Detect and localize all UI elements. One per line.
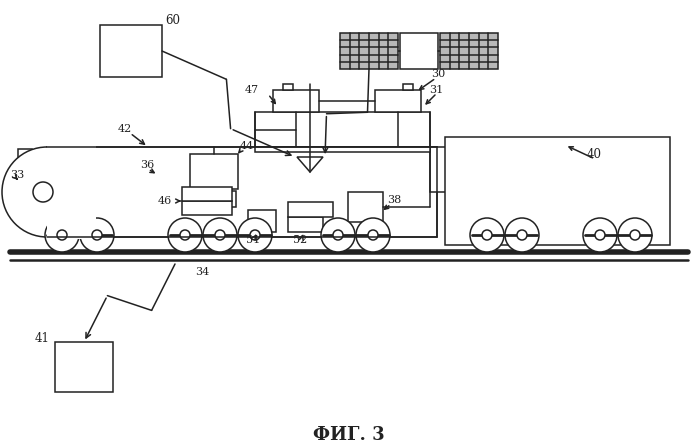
Text: 51: 51 [246,235,260,245]
Bar [47,145,96,239]
Circle shape [238,218,272,252]
Bar [192,191,236,207]
Bar [40,151,78,179]
Text: 46: 46 [158,196,172,206]
Circle shape [321,218,355,252]
Text: 41: 41 [35,332,50,345]
Bar [182,187,232,201]
Circle shape [470,218,504,252]
Circle shape [618,218,652,252]
Bar [283,84,293,90]
Circle shape [517,230,527,240]
Text: 33: 33 [10,170,24,180]
Text: 44: 44 [240,141,254,151]
Circle shape [92,230,102,240]
Bar [288,217,323,232]
Text: 31: 31 [429,85,443,95]
Circle shape [45,218,79,252]
Circle shape [180,230,190,240]
Bar [340,33,398,69]
Bar [288,202,333,217]
Bar [403,84,413,90]
Bar [190,154,238,189]
Circle shape [250,230,260,240]
Bar [445,137,670,245]
Circle shape [203,218,237,252]
Circle shape [215,230,225,240]
Text: ФИГ. 3: ФИГ. 3 [313,426,385,444]
Circle shape [57,230,67,240]
Circle shape [583,218,617,252]
Bar [55,342,113,392]
Polygon shape [297,157,323,172]
Circle shape [356,218,390,252]
Bar [255,147,430,152]
Circle shape [482,230,492,240]
Text: 60: 60 [165,14,180,28]
Text: 52: 52 [293,235,308,245]
Bar [375,90,421,112]
Bar [255,112,430,147]
Text: 42: 42 [118,124,132,134]
Text: 38: 38 [387,195,401,205]
Text: 40: 40 [587,148,602,161]
Circle shape [168,218,202,252]
Bar [430,147,460,192]
Bar [440,33,498,69]
Circle shape [630,230,640,240]
Bar [273,90,319,112]
Text: 47: 47 [245,85,259,95]
Text: 36: 36 [140,160,154,170]
Circle shape [80,218,114,252]
Circle shape [333,230,343,240]
Circle shape [505,218,539,252]
Circle shape [2,147,92,237]
Bar [47,147,437,237]
Bar [248,210,276,232]
Bar [18,149,32,197]
Circle shape [595,230,605,240]
Bar [182,201,232,215]
Bar [400,33,438,69]
Bar [28,150,58,185]
Bar [348,192,383,222]
Circle shape [33,182,53,202]
Bar [100,25,162,77]
Circle shape [368,230,378,240]
Text: 34: 34 [195,267,209,277]
Text: 30: 30 [431,69,445,79]
